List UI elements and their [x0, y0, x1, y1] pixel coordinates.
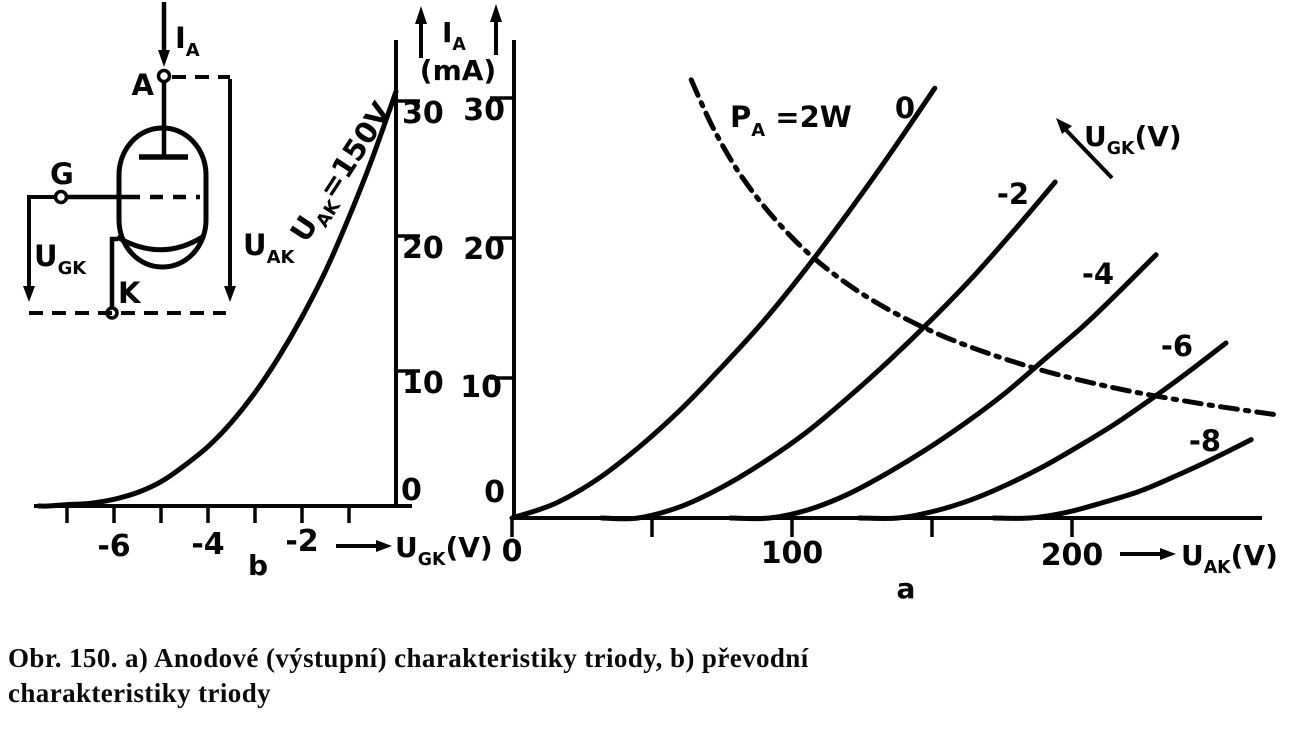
chart-b-xtick--6: -6	[97, 529, 130, 564]
curve-label-0: 0	[895, 91, 915, 125]
chart-a-y-ticks	[490, 96, 514, 380]
chart-a-xtick-100: 100	[761, 536, 824, 571]
chart-a-anode-characteristics: 30 20 10 0 0 100 200 a UAK(V) UGK(V) PA …	[460, 40, 1278, 605]
anode-curve-ugk--8	[991, 437, 1254, 521]
chart-b-xaxis-arrow-icon	[376, 540, 392, 552]
grid-loop-wire	[27, 195, 56, 288]
chart-b-x-ticks	[65, 506, 351, 523]
family-parameter-label: UGK(V)	[1084, 120, 1182, 159]
chart-a-xtick-200: 200	[1041, 538, 1104, 573]
cathode-terminal-label: K	[118, 276, 142, 310]
ugk-voltage-label: UGK	[34, 239, 87, 279]
transfer-curve-uak150	[36, 89, 399, 509]
power-limit-curve	[688, 77, 1277, 417]
anode-terminal-label: A	[132, 68, 155, 102]
grid-node	[53, 189, 69, 205]
curve-label--6: -6	[1161, 329, 1193, 363]
family-arrow-icon	[1056, 118, 1072, 134]
chart-a-yaxis-arrow-icon	[490, 4, 502, 22]
caption-line-1: Obr. 150. a) Anodové (výstupní) charakte…	[8, 643, 809, 673]
power-curve-label: PA =2W	[730, 100, 852, 141]
chart-b-y-ticks	[396, 99, 420, 373]
anode-current-arrow-icon	[158, 50, 170, 67]
uak-voltage-label: UAK	[243, 228, 295, 268]
figure-caption: Obr. 150. a) Anodové (výstupní) charakte…	[8, 641, 1128, 710]
chart-b-ytick-10: 10	[402, 366, 444, 401]
anode-curve-ugk-0	[509, 85, 938, 521]
anode-node	[156, 68, 172, 84]
uak-arrow-icon	[224, 286, 236, 302]
chart-b-xtick--2: -2	[285, 524, 318, 559]
current-axis-heading: IA (mA)	[415, 4, 502, 87]
current-quantity-label: IA	[442, 16, 466, 55]
chart-b-ytick-30: 30	[402, 96, 444, 131]
triode-circuit-diagram: IA A G K UGK UAK	[23, 2, 295, 320]
family-arrow-shaft	[1064, 128, 1114, 180]
chart-b-ytick-20: 20	[402, 231, 444, 266]
subfigure-a-label: a	[897, 572, 916, 605]
chart-a-ytick-30: 30	[463, 93, 505, 128]
cathode-lead	[109, 236, 118, 309]
chart-b-yaxis-arrow-icon	[415, 6, 427, 24]
subfigure-b-label: b	[248, 549, 268, 582]
ugk-arrow-icon	[23, 286, 35, 302]
cathode-electrode	[115, 233, 206, 253]
curve-label--4: -4	[1082, 257, 1114, 291]
curve-label--2: -2	[997, 177, 1029, 211]
chart-a-xtick-0: 0	[502, 534, 523, 569]
anode-curve-ugk--2	[599, 179, 1058, 522]
current-unit-label: (mA)	[420, 54, 496, 87]
anode-curve-ugk--6	[856, 340, 1229, 522]
chart-b-xtick--4: -4	[191, 527, 224, 562]
curve-label--8: -8	[1189, 424, 1221, 458]
anode-current-label: IA	[175, 21, 200, 61]
anode-curve-ugk--4	[727, 252, 1159, 522]
chart-a-ytick-20: 20	[463, 232, 505, 267]
chart-a-x-ticks	[510, 518, 1074, 537]
chart-b-xaxis-label: UGK(V)	[395, 531, 493, 570]
figure-canvas: IA A G K UGK UAK 30 20 10 0 -6 -4 -2 b U…	[23, 2, 1278, 605]
caption-line-2: charakteristiky triody	[8, 677, 272, 708]
chart-a-xaxis-arrow-icon	[1160, 548, 1176, 560]
chart-a-ytick-0: 0	[484, 475, 505, 510]
grid-terminal-label: G	[50, 157, 74, 191]
chart-a-xaxis-label: UAK(V)	[1181, 539, 1278, 578]
chart-a-ytick-10: 10	[460, 370, 502, 405]
chart-b-ytick-0: 0	[401, 473, 422, 508]
